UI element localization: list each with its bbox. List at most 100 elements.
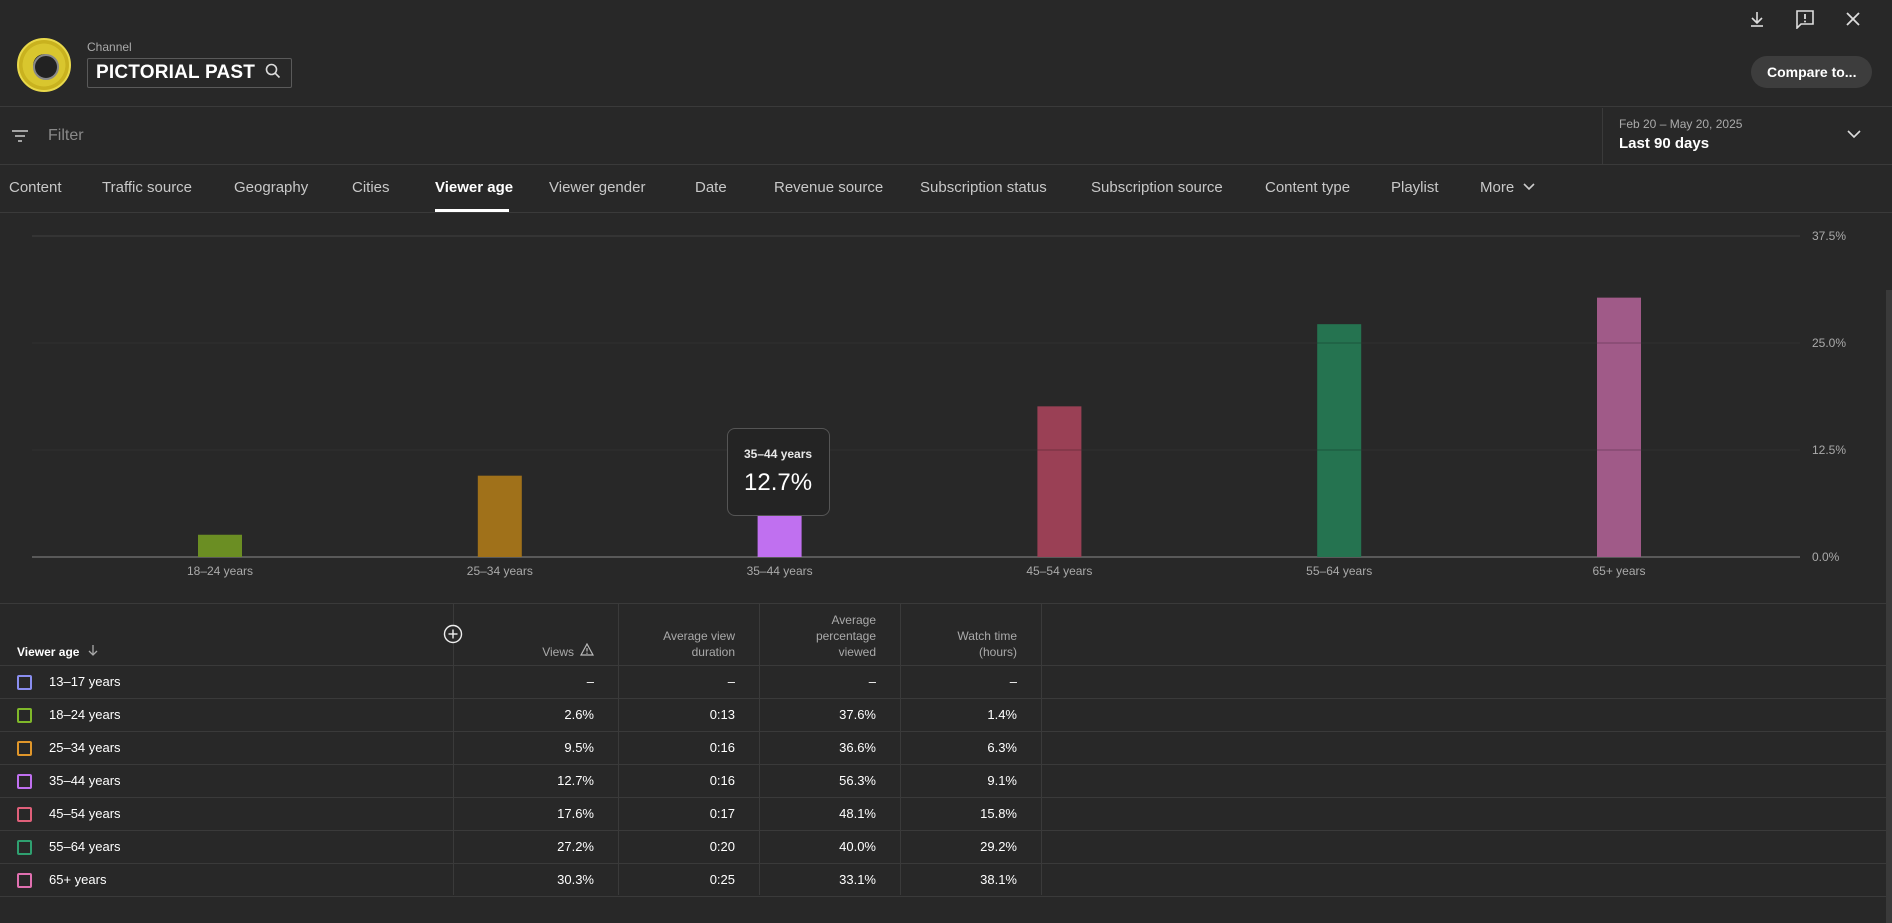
chart-tooltip: 35–44 years 12.7% [727,428,830,516]
sort-arrow-icon[interactable] [87,644,99,660]
tab-viewer-age[interactable]: Viewer age [435,179,514,196]
avg-percentage-viewed-cell: 40.0% [839,839,876,854]
channel-label: Channel [87,40,132,54]
bar-1 [198,534,242,557]
close-icon[interactable] [1839,5,1867,33]
watch-time-cell: 9.1% [987,773,1017,788]
tab-viewer-gender[interactable]: Viewer gender [549,179,646,196]
add-column-icon[interactable] [443,624,463,644]
tab-content-type[interactable]: Content type [1265,179,1351,196]
filter-icon[interactable] [10,126,30,151]
table-row[interactable]: 55–64 years 27.2% 0:20 40.0% 29.2% [0,831,1892,864]
series-checkbox[interactable] [17,807,32,822]
avg-view-duration-cell: 0:13 [709,707,735,722]
column-header-label: Average view [663,629,735,643]
tooltip-value: 12.7% [744,469,813,496]
channel-selector[interactable]: PICTORIAL PAST [87,58,293,88]
tooltip-category: 35–44 years [744,447,813,461]
x-tick-label: 35–44 years [747,564,813,578]
tab-subscription-source[interactable]: Subscription source [1091,179,1223,196]
table-row[interactable]: 13–17 years – – – – [0,666,1892,699]
viewer-age-chart: 0.0% 12.5% 25.0% 37.5% 18–24 years 25–34 year… [0,214,1892,604]
column-header-viewer-age[interactable]: Viewer age [0,604,453,666]
tab-geography[interactable]: Geography [234,179,309,196]
scrollbar[interactable] [1886,290,1892,923]
watch-time-cell: 38.1% [980,872,1017,887]
table-row[interactable]: 35–44 years 12.7% 0:16 56.3% 9.1% [0,765,1892,798]
column-divider [618,603,619,895]
age-group-label: 35–44 years [49,773,121,788]
tab-content[interactable]: Content [9,179,62,196]
column-header-label: Views [542,645,574,659]
channel-avatar [17,38,71,92]
x-tick-label: 45–54 years [1026,564,1092,578]
age-group-label: 65+ years [49,872,107,887]
column-header-label: Viewer age [17,645,80,659]
views-cell: 9.5% [564,740,594,755]
table-row[interactable]: 18–24 years 2.6% 0:13 37.6% 1.4% [0,699,1892,732]
y-tick-label: 0.0% [1812,550,1840,564]
column-header-views[interactable]: Views [453,604,618,666]
avg-view-duration-cell: 0:25 [709,872,735,887]
bar-5 [1317,324,1362,557]
tab-more[interactable]: More [1480,179,1536,196]
series-checkbox[interactable] [17,741,32,756]
chevron-down-icon [1846,126,1862,147]
tab-subscription-status[interactable]: Subscription status [920,179,1047,196]
date-range-selector[interactable]: Feb 20 – May 20, 2025 Last 90 days [1602,108,1892,165]
views-cell: 2.6% [564,707,594,722]
table-header: Viewer age Views Average view duration A… [0,603,1892,666]
dimension-tabs: Content Traffic source Geography Cities … [0,166,1892,213]
column-header-avg-view-duration[interactable]: Average view duration [618,604,759,666]
column-header-label: percentage [815,629,876,643]
age-group-label: 18–24 years [49,707,121,722]
views-cell: 12.7% [557,773,594,788]
series-checkbox[interactable] [17,873,32,888]
column-header-label: Watch time [957,629,1017,643]
watch-time-cell: 29.2% [980,839,1017,854]
feedback-icon[interactable] [1791,5,1819,33]
y-tick-label: 25.0% [1812,336,1846,350]
series-checkbox[interactable] [17,840,32,855]
search-icon [265,63,281,84]
tab-traffic-source[interactable]: Traffic source [102,179,193,196]
table-row[interactable]: 25–34 years 9.5% 0:16 36.6% 6.3% [0,732,1892,765]
age-group-label: 45–54 years [49,806,121,821]
x-tick-label: 55–64 years [1306,564,1372,578]
x-tick-label: 65+ years [1592,564,1645,578]
avg-percentage-viewed-cell: 48.1% [839,806,876,821]
avg-view-duration-cell: 0:16 [709,740,735,755]
tab-playlist[interactable]: Playlist [1391,179,1439,196]
date-range-text: Feb 20 – May 20, 2025 [1619,117,1743,131]
series-checkbox[interactable] [17,675,32,690]
series-checkbox[interactable] [17,708,32,723]
column-divider [453,603,454,895]
table-row[interactable]: 65+ years 30.3% 0:25 33.1% 38.1% [0,864,1892,897]
filter-input[interactable]: Filter [48,127,84,144]
warning-icon [579,642,595,660]
age-group-label: 25–34 years [49,740,121,755]
active-tab-indicator [435,209,509,212]
bar-4 [1037,406,1082,557]
bar-6 [1597,297,1641,557]
tab-date[interactable]: Date [695,179,727,196]
tab-more-label: More [1480,179,1515,196]
bar-chart: 0.0% 12.5% 25.0% 37.5% 18–24 years 25–34 year… [32,229,1846,578]
table-row[interactable]: 45–54 years 17.6% 0:17 48.1% 15.8% [0,798,1892,831]
tab-cities[interactable]: Cities [352,179,390,196]
tab-revenue-source[interactable]: Revenue source [774,179,884,196]
column-header-watch-time[interactable]: Watch time (hours) [900,604,1041,666]
column-header-avg-percentage-viewed[interactable]: Average percentage viewed [759,604,900,666]
series-checkbox[interactable] [17,774,32,789]
y-tick-label: 37.5% [1812,229,1846,243]
avg-percentage-viewed-cell: 33.1% [839,872,876,887]
column-header-label: (hours) [978,645,1017,659]
views-cell: – [586,674,594,689]
date-range-label: Last 90 days [1619,135,1710,152]
watch-time-cell: 1.4% [987,707,1017,722]
compare-button[interactable]: Compare to... [1751,56,1873,88]
age-group-label: 55–64 years [49,839,121,854]
download-icon[interactable] [1743,5,1771,33]
channel-name: PICTORIAL PAST [96,62,256,83]
avg-view-duration-cell: – [727,674,735,689]
